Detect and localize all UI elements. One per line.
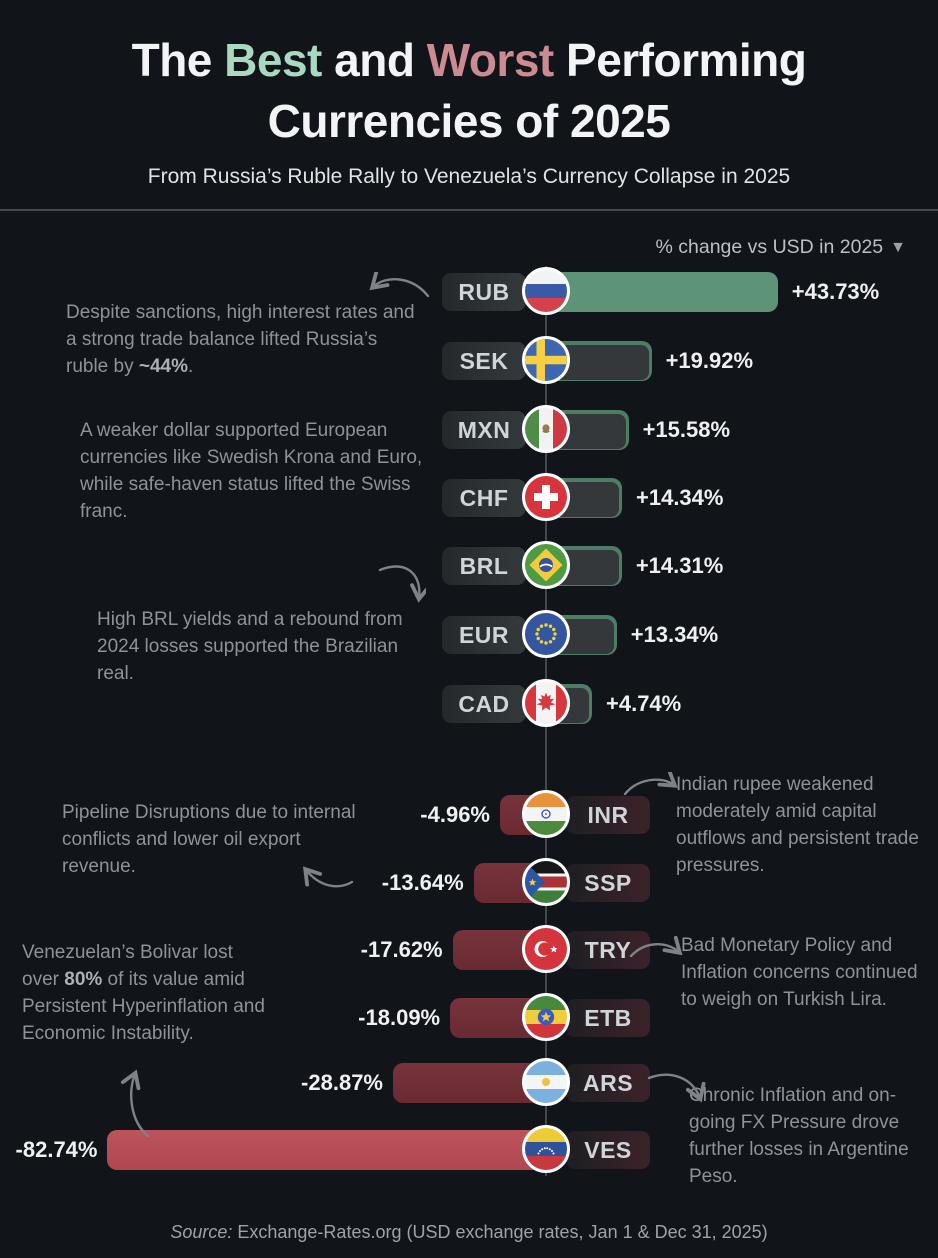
annotation-try: Bad Monetary Policy and Inflation concer… — [681, 935, 918, 1010]
currency-code-pill: SSP — [566, 864, 650, 902]
currency-code: INR — [587, 801, 629, 828]
value-bar — [392, 1063, 546, 1103]
page-subtitle: From Russia’s Ruble Rally to Venezuela’s… — [147, 165, 791, 189]
currency-code-pill: CHF — [442, 479, 526, 517]
currency-row-rub: RUB +43.73% — [0, 266, 938, 318]
annotation-ssp: Pipeline Disruptions due to internal con… — [62, 802, 356, 877]
currency-code: BRL — [459, 552, 509, 579]
arrow-to-brl-icon — [378, 565, 426, 603]
currency-code: SSP — [584, 869, 632, 896]
page-title: The Best and Worst Performing Currencies… — [0, 30, 938, 151]
value-axis-label: % change vs USD in 2025 — [655, 236, 884, 258]
source-prefix: Source: — [170, 1222, 233, 1242]
annotation-ars: Chronic Inflation and on-going FX Pressu… — [689, 1085, 909, 1187]
currency-row-mxn: MXN +15.58% — [0, 404, 938, 456]
currency-code: VES — [584, 1136, 632, 1163]
flag-sweden-icon — [522, 336, 570, 384]
flag-canada-icon — [522, 679, 570, 727]
title-mid: and — [321, 34, 427, 86]
currency-row-chf: CHF +14.34% — [0, 472, 938, 524]
currency-code: ARS — [582, 1069, 634, 1096]
title-best-word: Best — [224, 34, 322, 86]
currency-code-pill: ARS — [566, 1064, 650, 1102]
value-label: -28.87% — [301, 1070, 383, 1095]
currency-row-ars: ARS -28.87% — [0, 1057, 938, 1109]
annotation-rub: Despite sanctions, high interest rates a… — [66, 302, 415, 377]
flag-argentina-icon — [522, 1058, 570, 1106]
currency-code: CHF — [459, 484, 509, 511]
currency-code-pill: BRL — [442, 547, 526, 585]
currency-row-etb: ETB -18.09% — [0, 992, 938, 1044]
annotation-brl: High BRL yields and a rebound from 2024 … — [97, 609, 403, 684]
value-label: -82.74% — [15, 1137, 98, 1162]
value-label: -4.96% — [420, 802, 490, 827]
value-label: -18.09% — [358, 1005, 441, 1030]
currency-code-pill: RUB — [442, 273, 526, 311]
source-line: Source: Exchange-Rates.org (USD exchange… — [0, 1222, 938, 1243]
currency-row-ves: VES -82.74% — [0, 1124, 938, 1176]
annotation-sek-chf: A weaker dollar supported European curre… — [80, 420, 423, 522]
currency-code-pill: VES — [566, 1131, 650, 1169]
arrow-to-ars-text-icon — [647, 1073, 706, 1103]
currency-code: CAD — [458, 690, 510, 717]
title-post: Performing — [553, 34, 807, 86]
header: The Best and Worst Performing Currencies… — [0, 0, 938, 189]
flag-european-union-icon — [522, 610, 570, 658]
value-label: +13.34% — [630, 622, 719, 647]
flag-brazil-icon — [522, 541, 570, 589]
currency-code-pill: EUR — [442, 616, 526, 654]
value-label: +19.92% — [665, 348, 754, 373]
value-axis-header: % change vs USD in 2025 ▼ — [656, 236, 906, 259]
currency-row-try: TRY -17.62% — [0, 924, 938, 976]
arrow-to-rub-icon — [369, 272, 430, 298]
currency-row-inr: INR -4.96% — [0, 789, 938, 841]
currency-code-pill: ETB — [566, 999, 650, 1037]
flag-mexico-icon — [522, 405, 570, 453]
currency-code-pill: SEK — [442, 342, 526, 380]
currency-row-eur: EUR +13.34% — [0, 609, 938, 661]
value-label: -13.64% — [381, 870, 464, 895]
currency-code-pill: MXN — [442, 411, 526, 449]
value-label: +14.34% — [636, 485, 724, 510]
title-line2: Currencies of 2025 — [267, 94, 671, 147]
currency-row-sek: SEK +19.92% — [0, 335, 938, 387]
currency-code: ETB — [584, 1004, 632, 1031]
value-label: +14.31% — [635, 553, 724, 578]
value-label: +4.74% — [606, 691, 682, 716]
currency-code: EUR — [458, 621, 510, 648]
arrow-to-ves-text-icon — [120, 1069, 150, 1138]
value-label: -17.62% — [360, 937, 443, 962]
currency-row-cad: CAD +4.74% — [0, 678, 938, 730]
sort-descending-icon[interactable]: ▼ — [890, 238, 906, 256]
flag-ethiopia-icon — [522, 993, 570, 1041]
currency-code-pill: INR — [566, 796, 650, 834]
currency-code: MXN — [457, 416, 511, 443]
value-label: +15.58% — [642, 417, 731, 442]
flag-venezuela-icon — [522, 1125, 570, 1173]
annotation-ves: Venezuelan’s Bolivar lost over 80% of it… — [22, 942, 265, 1044]
value-bar — [107, 1130, 546, 1170]
value-bar — [546, 272, 778, 312]
title-worst-word: Worst — [426, 34, 555, 86]
flag-south-sudan-icon — [522, 858, 570, 906]
flag-india-icon — [522, 790, 570, 838]
flag-turkey-icon — [522, 925, 570, 973]
currency-code: RUB — [458, 278, 510, 305]
arrow-to-inr-text-icon — [623, 772, 678, 796]
currency-row-ssp: SSP -13.64% — [0, 857, 938, 909]
currency-code: SEK — [459, 347, 509, 374]
arrow-to-try-text-icon — [629, 936, 683, 958]
value-label: +43.73% — [791, 279, 880, 304]
source-text: Exchange-Rates.org (USD exchange rates, … — [232, 1222, 768, 1242]
flag-switzerland-icon — [522, 473, 570, 521]
flag-russia-icon — [522, 267, 570, 315]
title-pre: The — [131, 34, 225, 86]
annotation-inr: Indian rupee weakened moderately amid ca… — [676, 774, 919, 876]
header-divider — [0, 209, 938, 211]
arrow-to-ssp-icon — [302, 866, 354, 888]
currency-code-pill: CAD — [442, 685, 526, 723]
currency-code: TRY — [584, 936, 632, 963]
currency-row-brl: BRL +14.31% — [0, 540, 938, 592]
